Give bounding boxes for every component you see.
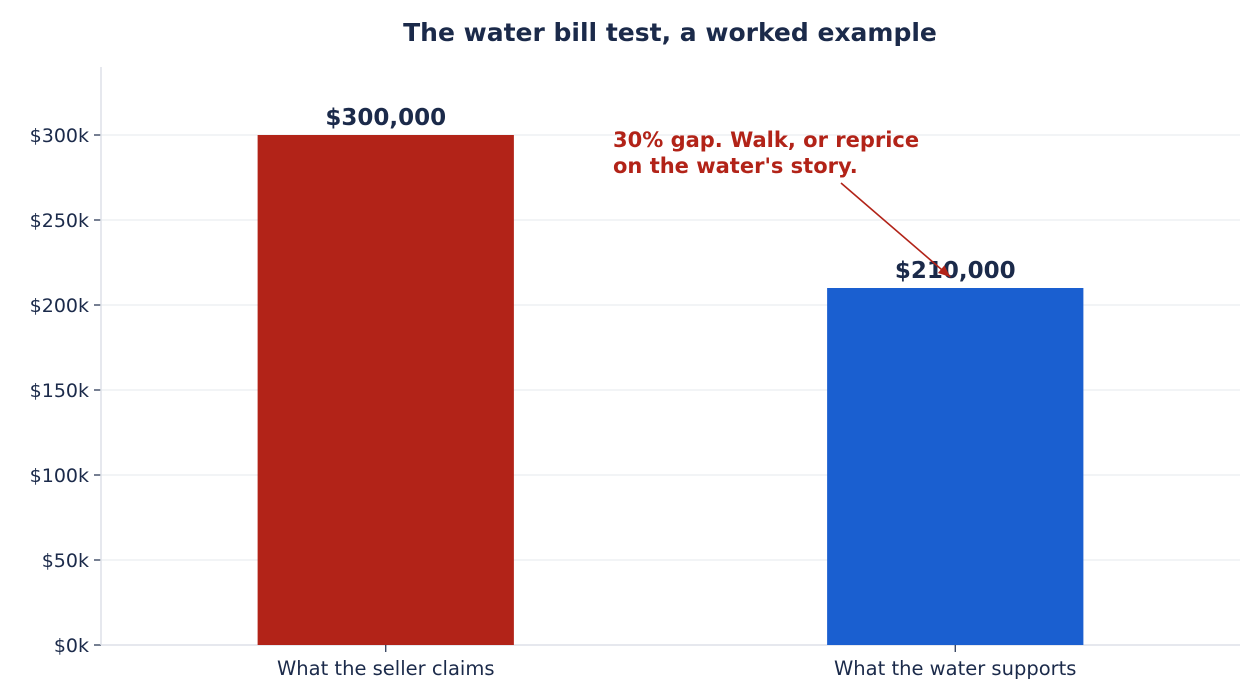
x-tick-label: What the seller claims bbox=[277, 657, 495, 680]
y-tick-label: $150k bbox=[30, 380, 89, 402]
annotation-arrow bbox=[840, 182, 951, 278]
data-label: $210,000 bbox=[895, 258, 1016, 284]
annotation-text: 30% gap. Walk, or reprice on the water's … bbox=[613, 128, 919, 178]
y-tick-label: $200k bbox=[30, 295, 89, 317]
y-tick-label: $250k bbox=[30, 210, 89, 232]
labels: $0k $50k $100k $150k $200k $250k $300k $300,000… bbox=[30, 105, 1077, 680]
data-label: $300,000 bbox=[325, 105, 446, 131]
y-tick-label: $100k bbox=[30, 465, 89, 487]
annotation: 30% gap. Walk, or reprice on the water's … bbox=[613, 128, 951, 278]
x-tick-label: What the water supports bbox=[834, 657, 1076, 680]
y-tick-label: $50k bbox=[42, 550, 89, 572]
annotation-arrowhead bbox=[937, 265, 951, 277]
y-tick-label: $300k bbox=[30, 125, 89, 147]
bar bbox=[827, 288, 1084, 645]
bars bbox=[257, 135, 1084, 645]
y-tick-label: $0k bbox=[54, 635, 89, 657]
chart-title: The water bill test, a worked example bbox=[403, 18, 937, 47]
bar bbox=[257, 135, 514, 645]
